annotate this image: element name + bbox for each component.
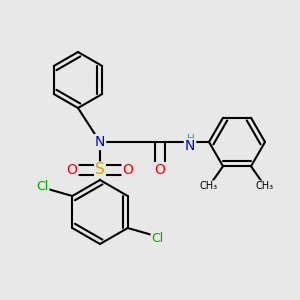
Text: O: O (123, 163, 134, 177)
Text: Cl: Cl (36, 179, 48, 193)
Text: Cl: Cl (152, 232, 164, 244)
Text: O: O (154, 163, 165, 177)
Text: S: S (95, 163, 105, 178)
Text: CH₃: CH₃ (200, 181, 218, 191)
Text: CH₃: CH₃ (256, 181, 274, 191)
Text: H: H (187, 134, 195, 144)
Text: N: N (95, 135, 105, 149)
Text: N: N (185, 139, 195, 153)
Text: O: O (67, 163, 77, 177)
